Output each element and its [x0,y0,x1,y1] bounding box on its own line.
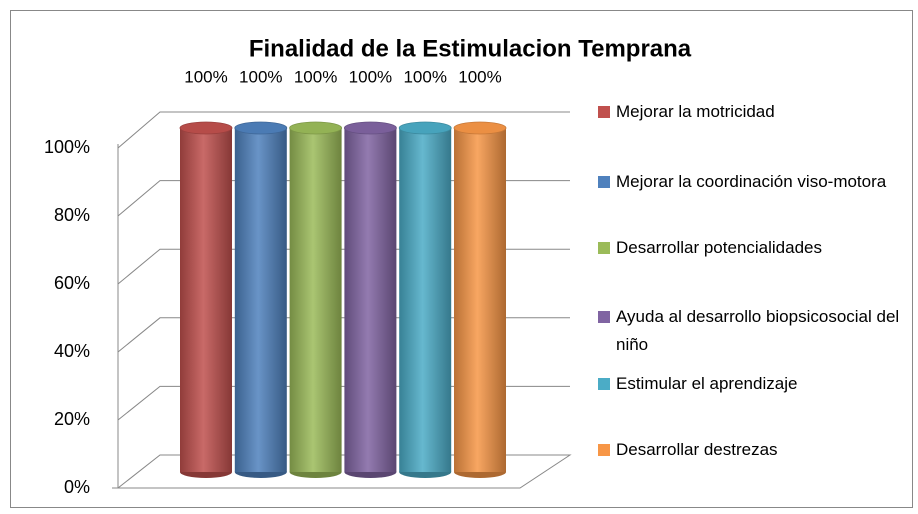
bar [454,128,506,472]
chart-title: Finalidad de la Estimulacion Temprana [249,35,692,62]
cylinder-top [453,121,507,135]
data-label: 100% [349,67,392,86]
y-tick-label: 80% [54,205,90,225]
bar [344,128,397,472]
y-tick-label: 100% [44,137,90,157]
data-label: 100% [403,67,446,86]
legend-label: Estimular el aprendizaje [616,374,798,393]
grid-line [117,111,570,149]
legend-swatch [598,176,610,188]
data-label: 100% [458,67,501,86]
legend-label: Desarrollar destrezas [616,440,778,459]
bar [289,128,342,472]
y-tick-label: 20% [54,409,90,429]
data-label: 100% [184,67,227,86]
bar [180,128,232,472]
legend-label: Mejorar la coordinación viso-motora [616,172,887,191]
legend-swatch [598,444,610,456]
y-tick-label: 0% [64,477,90,497]
legend-swatch [598,311,610,323]
floor [116,454,572,489]
data-label: 100% [239,67,282,86]
legend-label: Ayuda al desarrollo biopsicosocial del n… [616,307,900,354]
legend-label: Desarrollar potencialidades [616,238,823,257]
cylinder-top [343,121,397,135]
bar [399,128,452,472]
cylinder-top [398,121,452,135]
cylinder-top [234,121,288,135]
data-label: 100% [294,67,337,86]
y-tick-label: 60% [54,273,90,293]
legend-swatch [598,106,610,118]
legend-swatch [598,378,610,390]
cylinder-top [179,121,233,135]
y-tick-label: 40% [54,341,90,361]
bar [234,128,287,472]
legend-label: Mejorar la motricidad [616,102,775,121]
cylinder-top [289,121,343,135]
legend-swatch [598,242,610,254]
